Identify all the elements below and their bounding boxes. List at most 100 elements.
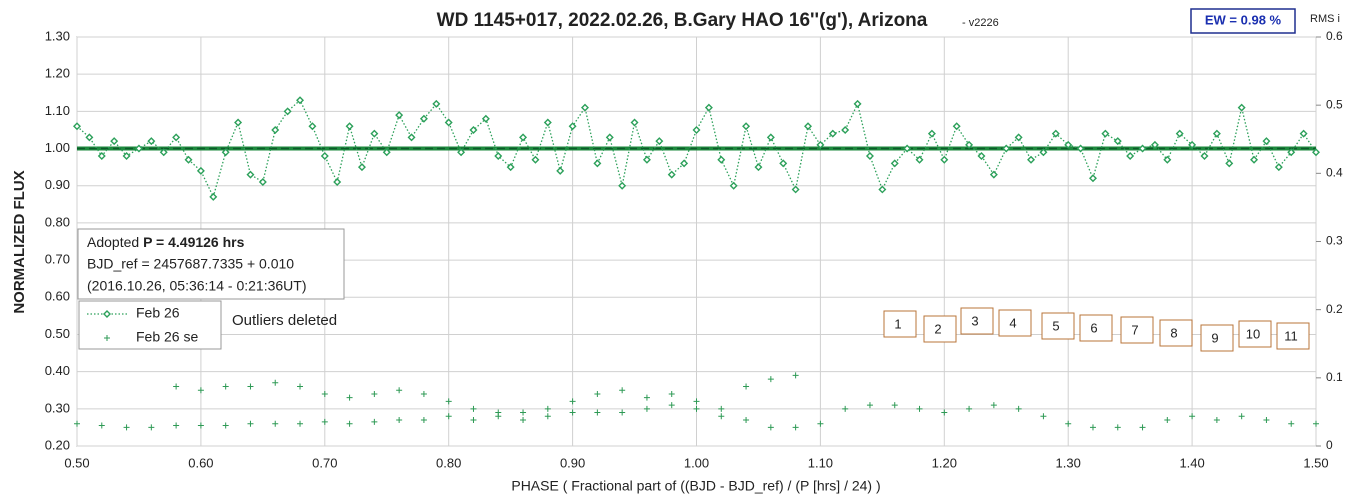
point xyxy=(495,409,502,416)
point xyxy=(271,125,280,134)
point xyxy=(693,398,700,405)
point xyxy=(1076,144,1085,153)
point xyxy=(642,155,651,164)
point xyxy=(828,129,837,138)
point xyxy=(494,151,503,160)
point xyxy=(1188,140,1197,149)
point xyxy=(272,420,279,427)
point xyxy=(891,402,898,409)
point xyxy=(470,405,477,412)
info-period: P = 4.49126 hrs xyxy=(143,234,245,250)
note: Outliers deleted xyxy=(232,312,337,329)
x-tick-label: 1.40 xyxy=(1179,455,1204,470)
point xyxy=(1200,151,1209,160)
point xyxy=(444,118,453,127)
point xyxy=(197,387,204,394)
point xyxy=(1163,155,1172,164)
point xyxy=(357,163,366,172)
marker-label: 6 xyxy=(1090,320,1097,335)
point xyxy=(419,114,428,123)
y-tick-label: 0.40 xyxy=(45,363,70,378)
point xyxy=(941,409,948,416)
point xyxy=(110,137,119,146)
point xyxy=(1189,413,1196,420)
point xyxy=(382,148,391,157)
point xyxy=(865,151,874,160)
point xyxy=(321,418,328,425)
point xyxy=(940,155,949,164)
point xyxy=(743,383,750,390)
point xyxy=(196,166,205,175)
point xyxy=(457,148,466,157)
point xyxy=(1175,129,1184,138)
point xyxy=(668,402,675,409)
point xyxy=(297,383,304,390)
legend-entries: Feb 26 Feb 26 se xyxy=(87,305,198,345)
point xyxy=(718,405,725,412)
point xyxy=(407,133,416,142)
marker-box xyxy=(1079,314,1113,342)
point xyxy=(1213,416,1220,423)
point xyxy=(1002,144,1011,153)
point xyxy=(247,383,254,390)
x-tick-label: 0.60 xyxy=(188,455,213,470)
point xyxy=(148,424,155,431)
y-tick-label: 1.00 xyxy=(45,140,70,155)
point xyxy=(853,99,862,108)
point xyxy=(1263,416,1270,423)
point xyxy=(234,118,243,127)
point xyxy=(594,390,601,397)
point xyxy=(371,418,378,425)
y2-tick-label: 0.6 xyxy=(1326,29,1343,43)
point xyxy=(246,170,255,179)
marker-box xyxy=(1238,320,1272,348)
point xyxy=(619,409,626,416)
marker-box xyxy=(1041,312,1075,340)
point xyxy=(506,163,515,172)
ew-box xyxy=(1190,8,1296,34)
point xyxy=(1150,140,1159,149)
point xyxy=(643,394,650,401)
point xyxy=(197,422,204,429)
y-label: NORMALIZED FLUX xyxy=(11,170,28,313)
marker-label: 8 xyxy=(1170,325,1177,340)
point xyxy=(1138,144,1147,153)
point xyxy=(531,155,540,164)
point xyxy=(916,405,923,412)
point xyxy=(594,409,601,416)
point xyxy=(420,390,427,397)
point xyxy=(1065,420,1072,427)
point xyxy=(718,413,725,420)
point xyxy=(1299,129,1308,138)
marker-box xyxy=(1120,316,1154,344)
point xyxy=(296,96,305,105)
point xyxy=(816,140,825,149)
point xyxy=(432,99,441,108)
point xyxy=(283,107,292,116)
point xyxy=(630,118,639,127)
x-tick-label: 0.80 xyxy=(436,455,461,470)
ew-label: EW = 0.98 % xyxy=(1205,12,1282,27)
point xyxy=(692,125,701,134)
y-tick-label: 0.90 xyxy=(45,177,70,192)
point xyxy=(1139,424,1146,431)
point xyxy=(977,151,986,160)
point xyxy=(841,125,850,134)
y2-tick-label: 0.5 xyxy=(1326,97,1343,111)
point xyxy=(767,376,774,383)
point xyxy=(1225,159,1234,168)
y-tick-label: 1.30 xyxy=(45,28,70,43)
point xyxy=(346,420,353,427)
point xyxy=(470,416,477,423)
y-tick-label: 0.80 xyxy=(45,214,70,229)
point xyxy=(122,151,131,160)
point xyxy=(520,416,527,423)
point xyxy=(320,151,329,160)
point xyxy=(1027,155,1036,164)
point xyxy=(544,413,551,420)
info-line-3: (2016.10.26, 05:36:14 - 0:21:36UT) xyxy=(87,278,306,294)
point xyxy=(345,122,354,131)
point xyxy=(371,390,378,397)
point xyxy=(173,383,180,390)
point xyxy=(1164,416,1171,423)
